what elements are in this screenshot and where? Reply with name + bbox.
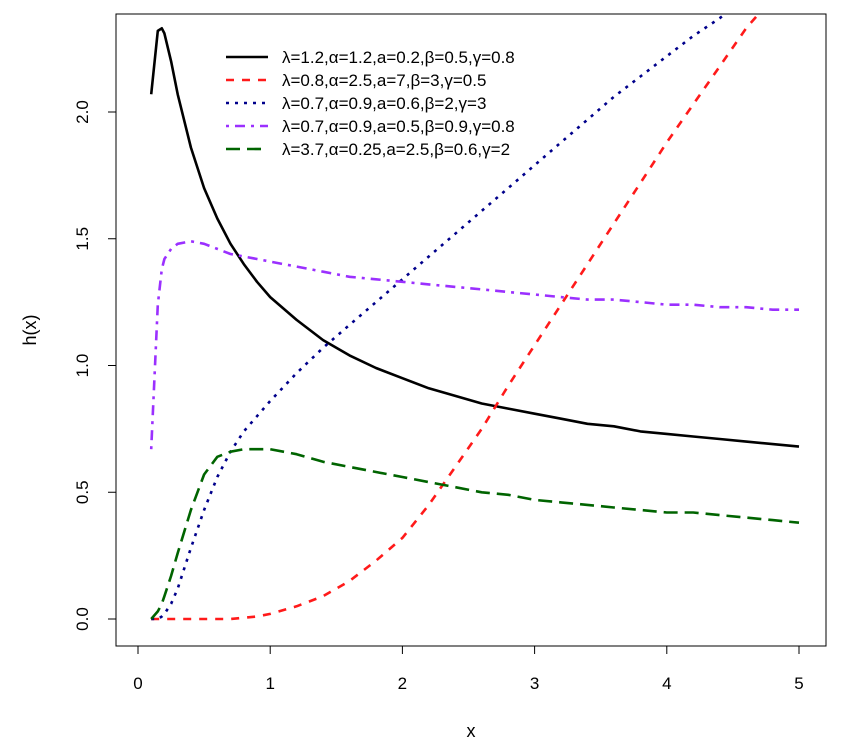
y-axis: 0.0 0.5 1.0 1.5 2.0: [73, 100, 117, 631]
y-tick-label: 0.0: [73, 607, 92, 631]
series-layer: [149, 14, 800, 621]
y-tick-label: 1.0: [73, 354, 92, 378]
legend: λ=1.2,α=1.2,a=0.2,β=0.5,γ=0.8 λ=0.8,α=2.5…: [226, 48, 515, 159]
x-axis-title: x: [467, 721, 476, 741]
y-tick-label: 2.0: [73, 100, 92, 124]
series-line-3: [151, 14, 728, 621]
y-tick-label: 1.5: [73, 227, 92, 251]
series-line-5: [150, 447, 800, 620]
legend-label: λ=1.2,α=1.2,a=0.2,β=0.5,γ=0.8: [282, 48, 515, 67]
legend-label: λ=3.7,α=0.25,a=2.5,β=0.6,γ=2: [282, 140, 510, 159]
legend-label: λ=0.7,α=0.9,a=0.6,β=2,γ=3: [282, 94, 486, 113]
y-axis-title: h(x): [20, 315, 40, 346]
x-tick-label: 2: [398, 674, 407, 693]
x-tick-label: 1: [265, 674, 274, 693]
x-tick-label: 0: [133, 674, 142, 693]
x-tick-label: 3: [530, 674, 539, 693]
x-axis: 0 1 2 3 4 5: [133, 645, 804, 693]
y-tick-label: 0.5: [73, 480, 92, 504]
legend-label: λ=0.7,α=0.9,a=0.5,β=0.9,γ=0.8: [282, 117, 515, 136]
x-tick-label: 4: [662, 674, 671, 693]
x-tick-label: 5: [794, 674, 803, 693]
series-line-1: [149, 26, 800, 448]
series-line-4: [149, 240, 799, 450]
series-line-2: [151, 14, 761, 621]
legend-label: λ=0.8,α=2.5,a=7,β=3,γ=0.5: [282, 71, 486, 90]
